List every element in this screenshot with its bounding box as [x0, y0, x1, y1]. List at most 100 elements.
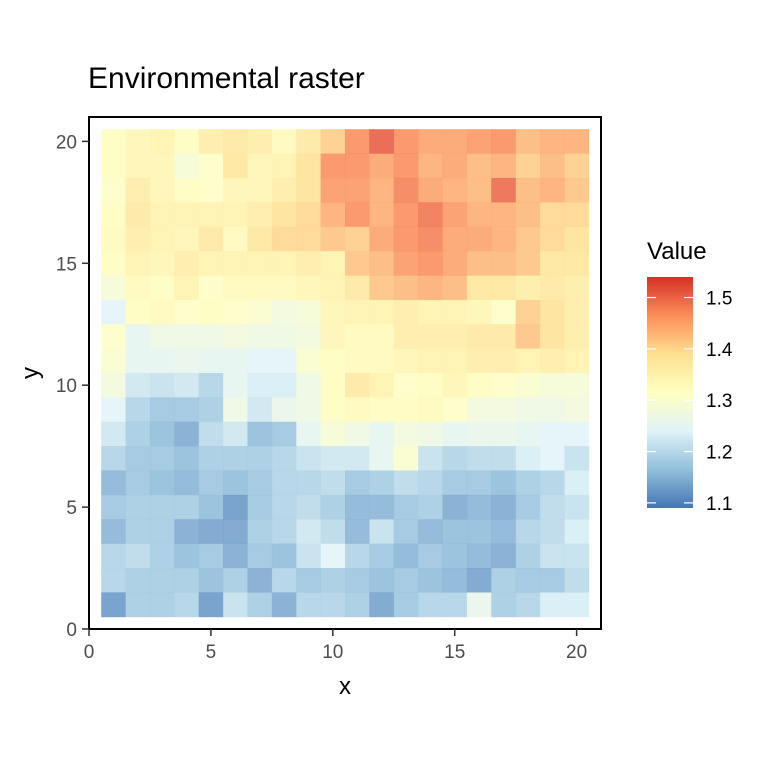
raster-cell: [296, 568, 322, 593]
raster-cell: [540, 202, 565, 228]
raster-cell: [320, 129, 346, 154]
raster-cell: [296, 397, 322, 423]
raster-cell: [320, 421, 346, 447]
raster-cell: [247, 494, 273, 520]
raster-cell: [271, 421, 297, 447]
raster-cell: [247, 153, 273, 179]
raster-cell: [149, 202, 175, 228]
raster-cell: [540, 177, 565, 203]
raster-cell: [125, 226, 151, 252]
raster-cell: [223, 592, 248, 618]
raster-cell: [125, 275, 151, 301]
raster-cell: [198, 397, 224, 423]
raster-cell: [101, 397, 126, 423]
raster-cell: [271, 470, 297, 496]
raster-cell: [247, 470, 273, 496]
raster-cell: [271, 397, 297, 423]
raster-cell: [223, 177, 248, 203]
raster-cell: [149, 470, 175, 496]
raster-cell: [442, 543, 468, 569]
raster-cell: [345, 251, 370, 276]
raster-cell: [174, 592, 200, 618]
raster-cell: [515, 446, 541, 471]
raster-cell: [515, 226, 541, 252]
raster-cell: [271, 568, 297, 593]
raster-cell: [149, 299, 175, 325]
raster-cell: [271, 226, 297, 252]
raster-cell: [564, 177, 590, 203]
raster-cell: [393, 177, 419, 203]
raster-cell: [540, 348, 565, 374]
raster-cell: [564, 348, 590, 374]
raster-cell: [223, 494, 248, 520]
raster-cell: [540, 568, 565, 593]
raster-cell: [515, 251, 541, 276]
raster-cell: [515, 373, 541, 398]
raster-cell: [466, 592, 492, 618]
raster-cell: [418, 470, 443, 496]
raster-cell: [345, 470, 370, 496]
raster-cell: [223, 324, 248, 350]
raster-cell: [515, 470, 541, 496]
raster-cell: [491, 202, 517, 228]
raster-cell: [149, 373, 175, 398]
raster-cell: [174, 251, 200, 276]
raster-cell: [223, 543, 248, 569]
raster-cell: [564, 373, 590, 398]
raster-cell: [442, 129, 468, 154]
raster-cell: [564, 226, 590, 252]
raster-cell: [345, 519, 370, 545]
raster-cell: [125, 177, 151, 203]
raster-cell: [149, 446, 175, 471]
raster-cell: [296, 226, 322, 252]
raster-cell: [515, 568, 541, 593]
raster-cell: [247, 592, 273, 618]
raster-cell: [271, 373, 297, 398]
raster-cell: [369, 299, 395, 325]
raster-cell: [125, 446, 151, 471]
raster-cell: [296, 153, 322, 179]
raster-cell: [345, 421, 370, 447]
raster-cell: [198, 177, 224, 203]
raster-cell: [564, 275, 590, 301]
raster-cell: [320, 519, 346, 545]
y-tick-label: 20: [56, 132, 77, 153]
raster-cell: [491, 129, 517, 154]
raster-cell: [466, 299, 492, 325]
raster-cell: [271, 348, 297, 374]
raster-cell: [564, 446, 590, 471]
raster-cell: [491, 519, 517, 545]
raster-cell: [320, 494, 346, 520]
raster-cell: [393, 543, 419, 569]
raster-cell: [320, 373, 346, 398]
raster-cell: [223, 153, 248, 179]
raster-cell: [540, 397, 565, 423]
raster-cell: [101, 519, 126, 545]
raster-cell: [491, 275, 517, 301]
raster-cell: [564, 421, 590, 447]
raster-cell: [393, 129, 419, 154]
raster-cell: [198, 153, 224, 179]
raster-cell: [101, 177, 126, 203]
raster-cell: [442, 592, 468, 618]
raster-cell: [564, 494, 590, 520]
raster-cell: [149, 519, 175, 545]
raster-cell: [320, 275, 346, 301]
raster-cell: [345, 177, 370, 203]
raster-cell: [491, 397, 517, 423]
raster-cell: [223, 226, 248, 252]
raster-cell: [369, 153, 395, 179]
raster-cell: [515, 543, 541, 569]
x-tick-label: 15: [444, 642, 465, 663]
raster-cell: [174, 568, 200, 593]
raster-cell: [564, 202, 590, 228]
raster-cell: [247, 421, 273, 447]
raster-cell: [345, 324, 370, 350]
raster-cell: [515, 202, 541, 228]
raster-cell: [296, 470, 322, 496]
raster-cell: [198, 494, 224, 520]
raster-cell: [540, 275, 565, 301]
raster-cell: [198, 373, 224, 398]
raster-cell: [125, 592, 151, 618]
raster-cell: [101, 470, 126, 496]
